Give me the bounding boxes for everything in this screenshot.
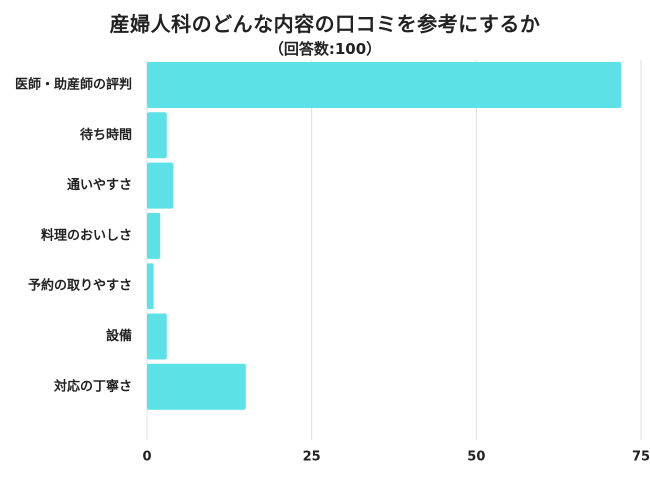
category-label: 対応の丁寧さ — [53, 378, 132, 394]
category-label: 待ち時間 — [79, 127, 132, 143]
x-tick-label: 25 — [303, 450, 321, 465]
bar — [147, 162, 174, 209]
x-tick-label: 0 — [142, 450, 151, 465]
chart-subtitle: （回答数:100） — [268, 40, 382, 58]
category-label: 予約の取りやすさ — [28, 278, 132, 294]
category-label: 通いやすさ — [67, 177, 132, 193]
chart-title: 産婦人科のどんな内容の口コミを参考にするか — [109, 12, 541, 36]
bar — [147, 313, 167, 360]
x-axis-ticks: 0 25 50 75 — [142, 450, 650, 465]
category-label: 料理のおいしさ — [41, 227, 132, 243]
category-labels: 医師・助産師の評判待ち時間通いやすさ料理のおいしさ予約の取りやすさ設備対応の丁寧… — [15, 77, 132, 395]
category-label: 設備 — [106, 328, 132, 344]
bar — [147, 363, 246, 410]
x-tick-label: 50 — [467, 450, 485, 465]
bar — [147, 62, 622, 108]
bar — [147, 112, 167, 159]
bar — [147, 212, 161, 259]
bars — [147, 62, 622, 410]
bar — [147, 263, 154, 310]
x-tick-label: 75 — [632, 450, 650, 465]
category-label: 医師・助産師の評判 — [15, 77, 132, 93]
